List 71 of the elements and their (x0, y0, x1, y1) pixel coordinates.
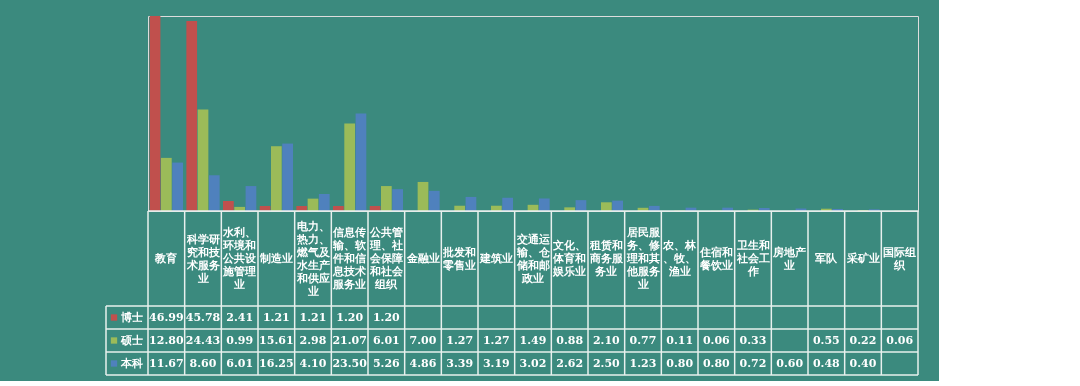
legend-label: 博士 (120, 310, 143, 324)
data-label: 1.20 (336, 310, 364, 324)
legend-label: 本科 (120, 356, 143, 370)
data-label: 0.33 (739, 333, 767, 347)
x-tick-label: 住宿和餐饮业 (698, 245, 733, 272)
data-label: 1.27 (482, 333, 510, 347)
data-label: 0.11 (666, 333, 694, 347)
x-tick-label: 制造业 (258, 252, 293, 265)
x-tick-label: 公共管理、社会保障和社会组织 (368, 226, 404, 291)
data-label: 46.99 (149, 310, 184, 324)
data-label: 3.19 (482, 356, 510, 370)
x-tick-label: 批发和零售业 (442, 245, 477, 272)
data-label: 7.00 (409, 333, 437, 347)
data-label: 0.40 (849, 356, 877, 370)
data-label: 5.26 (372, 356, 401, 370)
x-tick-label: 国际组织 (883, 245, 917, 272)
x-tick-label: 科学研究和技术服务业 (185, 232, 221, 285)
data-label: 3.39 (446, 356, 474, 370)
data-label: 21.07 (332, 333, 367, 347)
data-label: 0.48 (812, 356, 841, 370)
data-label: 6.01 (372, 333, 400, 347)
x-tick-label: 金融业 (405, 252, 440, 265)
data-label: 4.86 (409, 356, 437, 370)
data-label: 1.21 (299, 310, 327, 324)
legend-label: 硕士 (120, 333, 143, 347)
data-label: 6.01 (226, 356, 254, 370)
data-label: 11.67 (149, 356, 184, 370)
data-label: 2.41 (226, 310, 254, 324)
data-label: 0.22 (849, 333, 877, 347)
data-label: 0.06 (702, 333, 731, 347)
data-label: 2.10 (592, 333, 621, 347)
x-tick-label: 军队 (815, 252, 839, 265)
data-label: 2.98 (299, 333, 327, 347)
data-label: 45.78 (185, 310, 221, 324)
data-label: 1.27 (446, 333, 474, 347)
x-tick-label: 文化、体育和娱乐业 (552, 239, 587, 278)
data-label: 0.80 (702, 356, 731, 370)
data-label: 1.21 (262, 310, 290, 324)
data-label: 3.02 (519, 356, 547, 370)
data-label: 1.23 (629, 356, 657, 370)
x-tick-label: 居民服务、修理和其他服务业 (625, 226, 661, 291)
data-label: 23.50 (332, 356, 368, 370)
data-label: 0.06 (886, 333, 914, 347)
data-label: 0.60 (776, 356, 804, 370)
data-label: 2.50 (592, 356, 621, 370)
x-tick-label: 信息传输、软件和信息技术服务业 (332, 226, 368, 291)
x-tick-label: 电力、热力、燃气及水生产和供应业 (295, 219, 331, 298)
data-label: 15.61 (259, 333, 294, 347)
data-label: 0.55 (812, 333, 840, 347)
data-label: 2.62 (556, 356, 584, 370)
x-tick-label: 教育 (154, 252, 178, 265)
data-label: 12.80 (149, 333, 184, 347)
data-label: 0.99 (226, 333, 254, 347)
data-label: 0.72 (739, 356, 767, 370)
data-label: 1.49 (519, 333, 547, 347)
data-label: 0.77 (629, 333, 657, 347)
data-label: 16.25 (259, 356, 294, 370)
x-tick-label: 交通运输、仓储和邮政业 (515, 232, 551, 285)
x-tick-label: 卫生和社会工作 (735, 239, 770, 278)
x-tick-label: 采矿业 (845, 252, 880, 265)
data-label: 0.88 (556, 333, 584, 347)
x-tick-label: 房地产业 (772, 245, 807, 272)
x-tick-label: 水利、环境和公共设施管理业 (222, 226, 258, 291)
data-label: 1.20 (372, 310, 401, 324)
data-label: 8.60 (189, 356, 217, 370)
x-tick-label: 租赁和商务服务业 (588, 239, 624, 278)
data-label: 4.10 (299, 356, 327, 370)
x-tick-label: 建筑业 (478, 252, 513, 265)
x-tick-label: 农、林、牧、渔业 (662, 239, 698, 278)
data-label: 24.43 (185, 333, 221, 347)
data-label: 0.80 (666, 356, 694, 370)
